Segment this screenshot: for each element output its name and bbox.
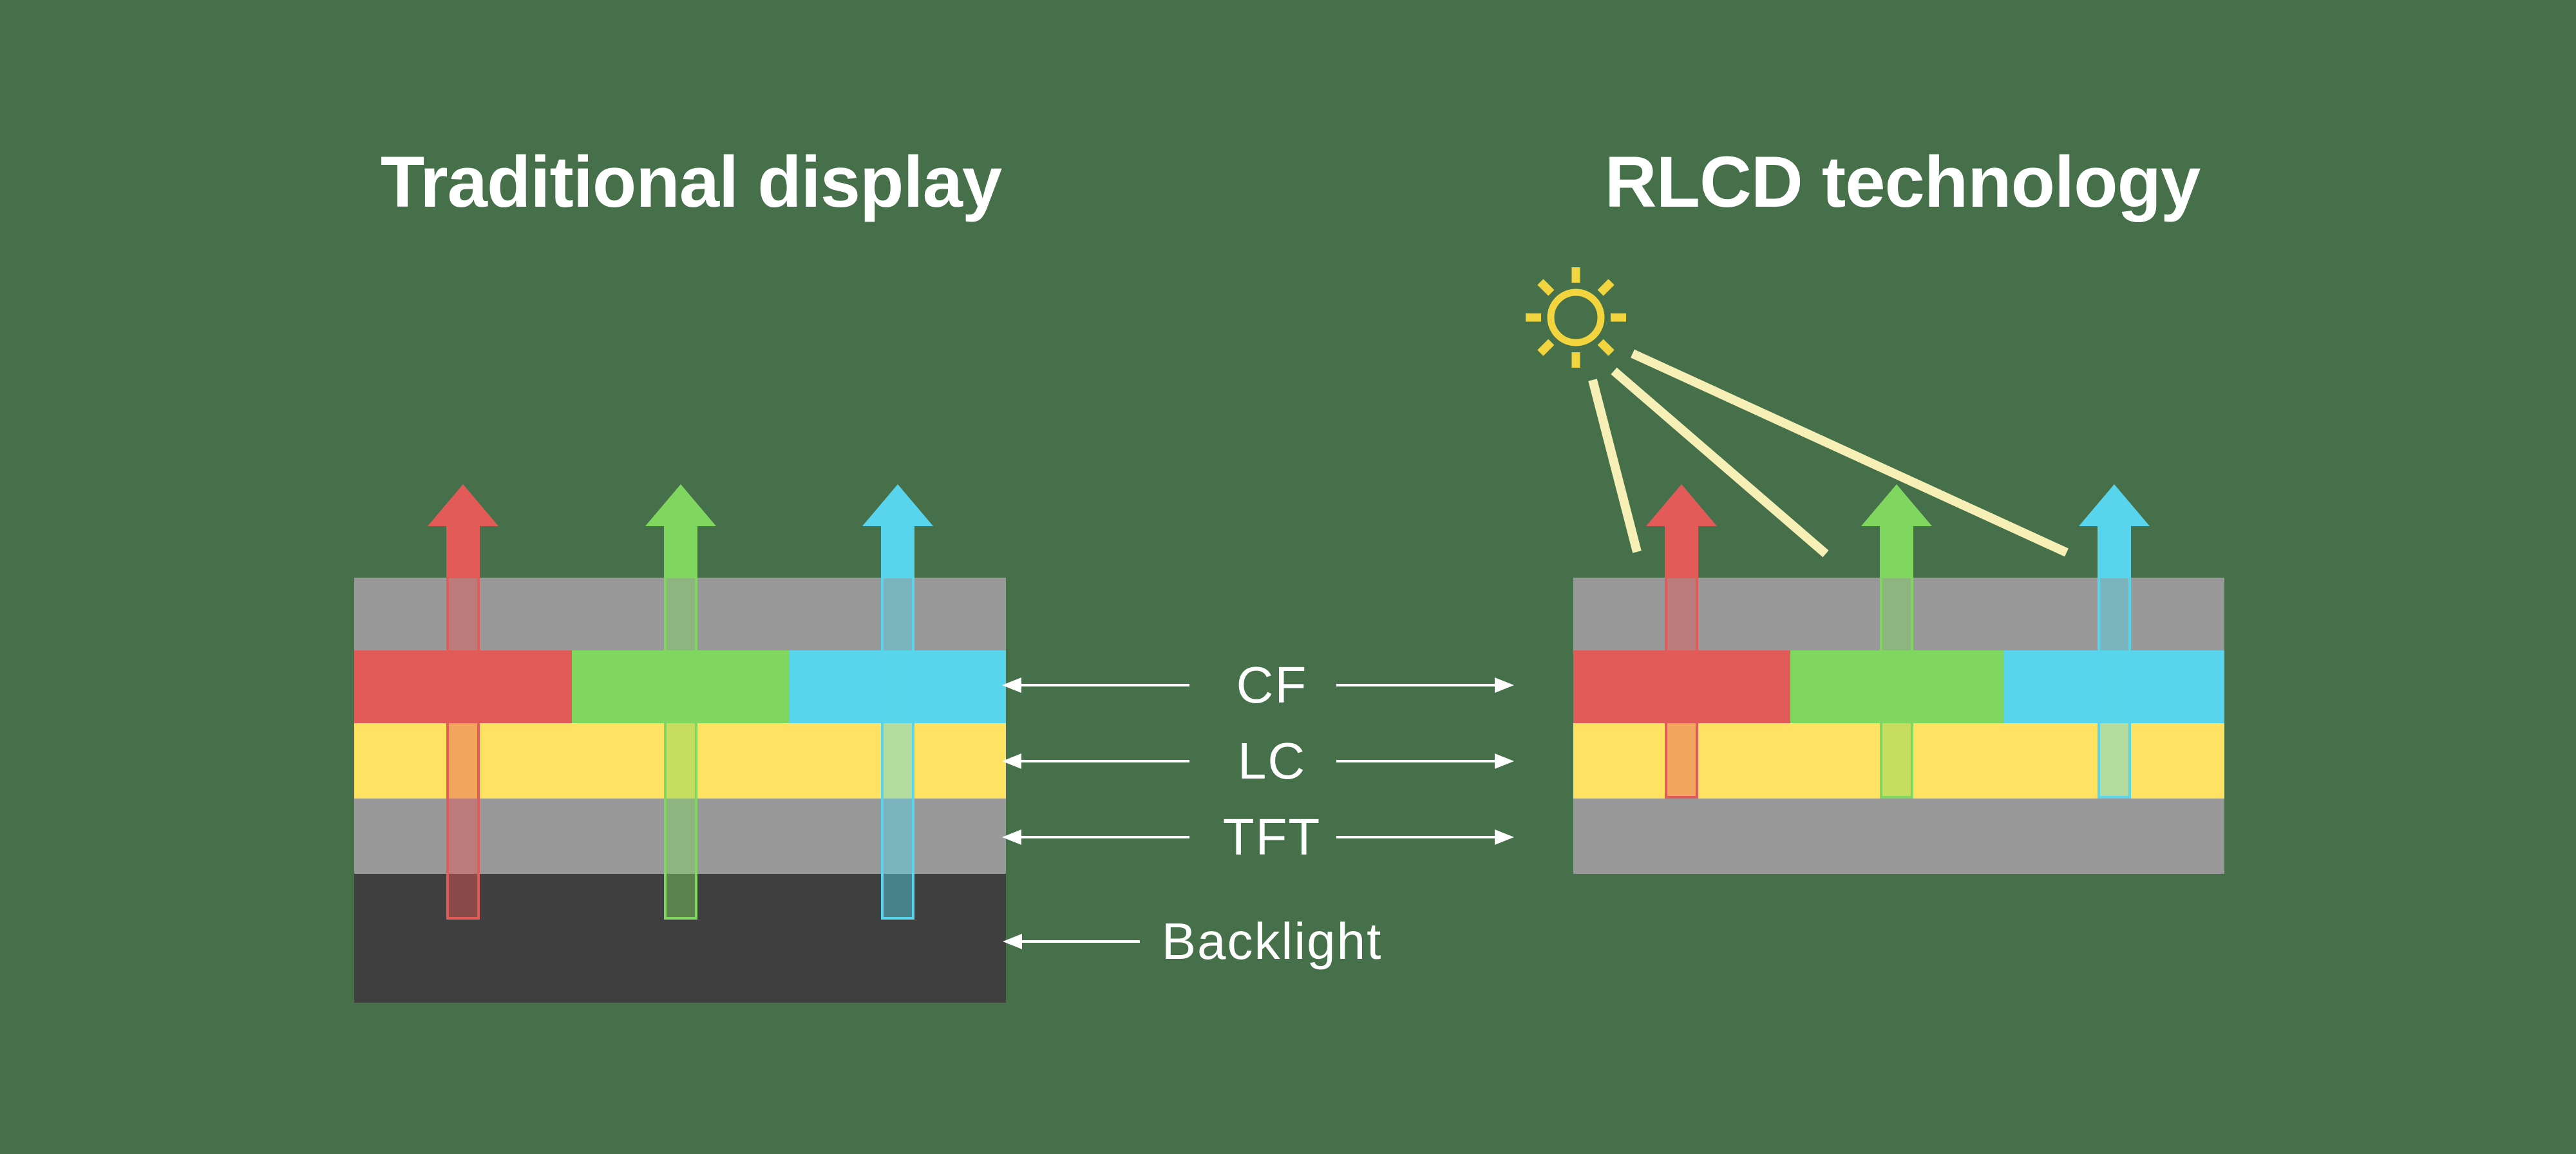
sun-rays (1526, 267, 1626, 368)
tft-arrow-left (1002, 829, 1189, 845)
backlight-arrow-left (1003, 934, 1140, 949)
label-tft: TFT (1222, 808, 1321, 866)
label-lc: LC (1237, 732, 1307, 790)
sunlight-beam (1631, 349, 2069, 557)
sun-core (1547, 288, 1605, 346)
label-cf: CF (1236, 656, 1308, 714)
cf-arrow-right (1336, 677, 1514, 693)
tft-layer (1573, 799, 2224, 874)
sunlight-beam (1588, 379, 1642, 553)
tft-arrow-right (1336, 829, 1514, 845)
title-traditional-display: Traditional display (380, 142, 1002, 222)
lc-arrow-right (1336, 753, 1514, 769)
cf-arrow-left (1002, 677, 1189, 693)
sun-icon (1526, 267, 1626, 368)
title-rlcd-technology: RLCD technology (1604, 142, 2201, 222)
lc-arrow-left (1002, 753, 1189, 769)
sunlight-beam (1611, 367, 1829, 558)
label-backlight: Backlight (1161, 913, 1383, 970)
